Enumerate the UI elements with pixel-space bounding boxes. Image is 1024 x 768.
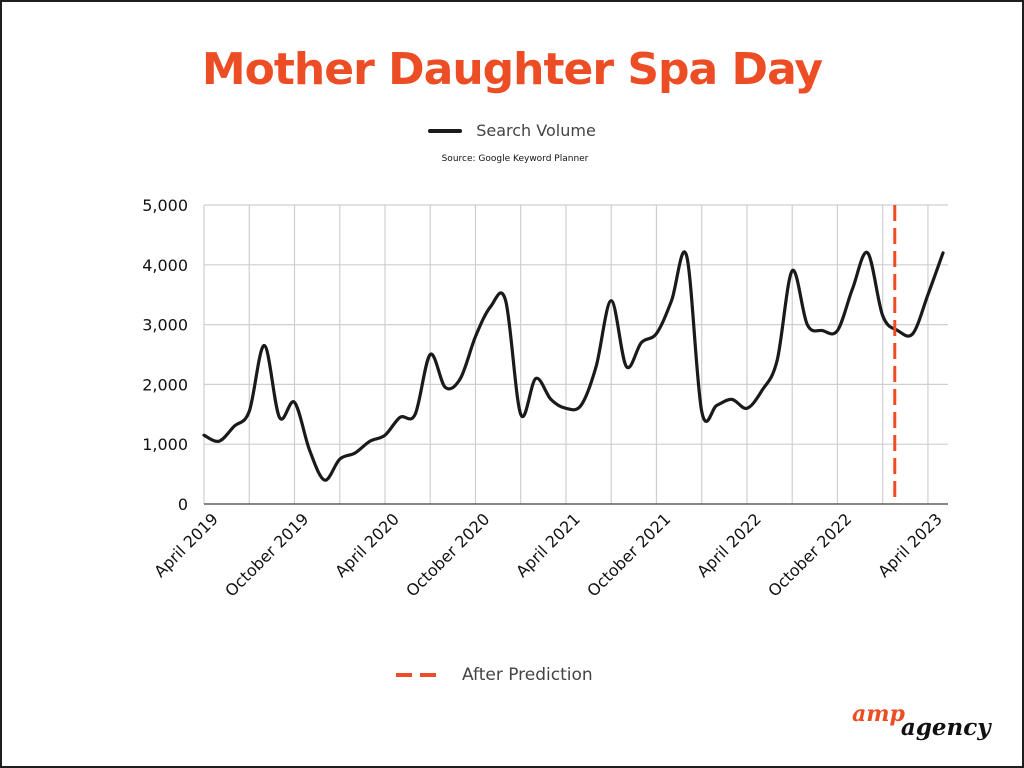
prediction-legend-dash: [396, 672, 412, 677]
y-tick-label: 5,000: [142, 196, 188, 215]
x-tick-label: April 2019: [150, 509, 222, 581]
x-tick-label: October 2019: [221, 509, 312, 600]
prediction-legend-dash: [420, 672, 436, 677]
x-tick-label: April 2022: [693, 509, 765, 581]
y-tick-label: 4,000: [142, 256, 188, 275]
y-tick-label: 3,000: [142, 316, 188, 335]
grid: [203, 204, 948, 505]
amp-agency-logo: ampagency: [852, 700, 995, 741]
y-tick-label: 1,000: [142, 435, 188, 454]
series-legend-label: Search Volume: [476, 121, 596, 140]
chart-title: Mother Daughter Spa Day: [201, 44, 823, 95]
y-tick-label: 2,000: [142, 375, 188, 394]
x-tick-label: October 2021: [583, 509, 674, 600]
x-tick-label: October 2020: [402, 509, 493, 600]
x-tick-label: April 2023: [874, 509, 946, 581]
prediction-legend: After Prediction: [396, 664, 593, 685]
logo-agency-text: agency: [900, 714, 991, 741]
x-axis-ticks: April 2019 October 2019 April 2020 October …: [150, 509, 946, 600]
y-axis-ticks: 0 1,000 2,000 3,000 4,000 5,000: [142, 196, 188, 514]
prediction-legend-label: After Prediction: [462, 664, 593, 685]
logo-amp-text: amp: [852, 701, 905, 727]
series-line-search-volume: [202, 250, 945, 482]
series-legend: Search Volume: [0, 120, 1024, 140]
series-layer: [202, 250, 945, 482]
x-tick-label: October 2022: [764, 509, 855, 600]
x-tick-label: April 2020: [331, 509, 403, 581]
source-note: Source: Google Keyword Planner: [441, 154, 589, 164]
y-tick-label: 0: [178, 495, 188, 514]
series-legend-swatch: [428, 128, 463, 133]
x-tick-label: April 2021: [512, 509, 584, 581]
